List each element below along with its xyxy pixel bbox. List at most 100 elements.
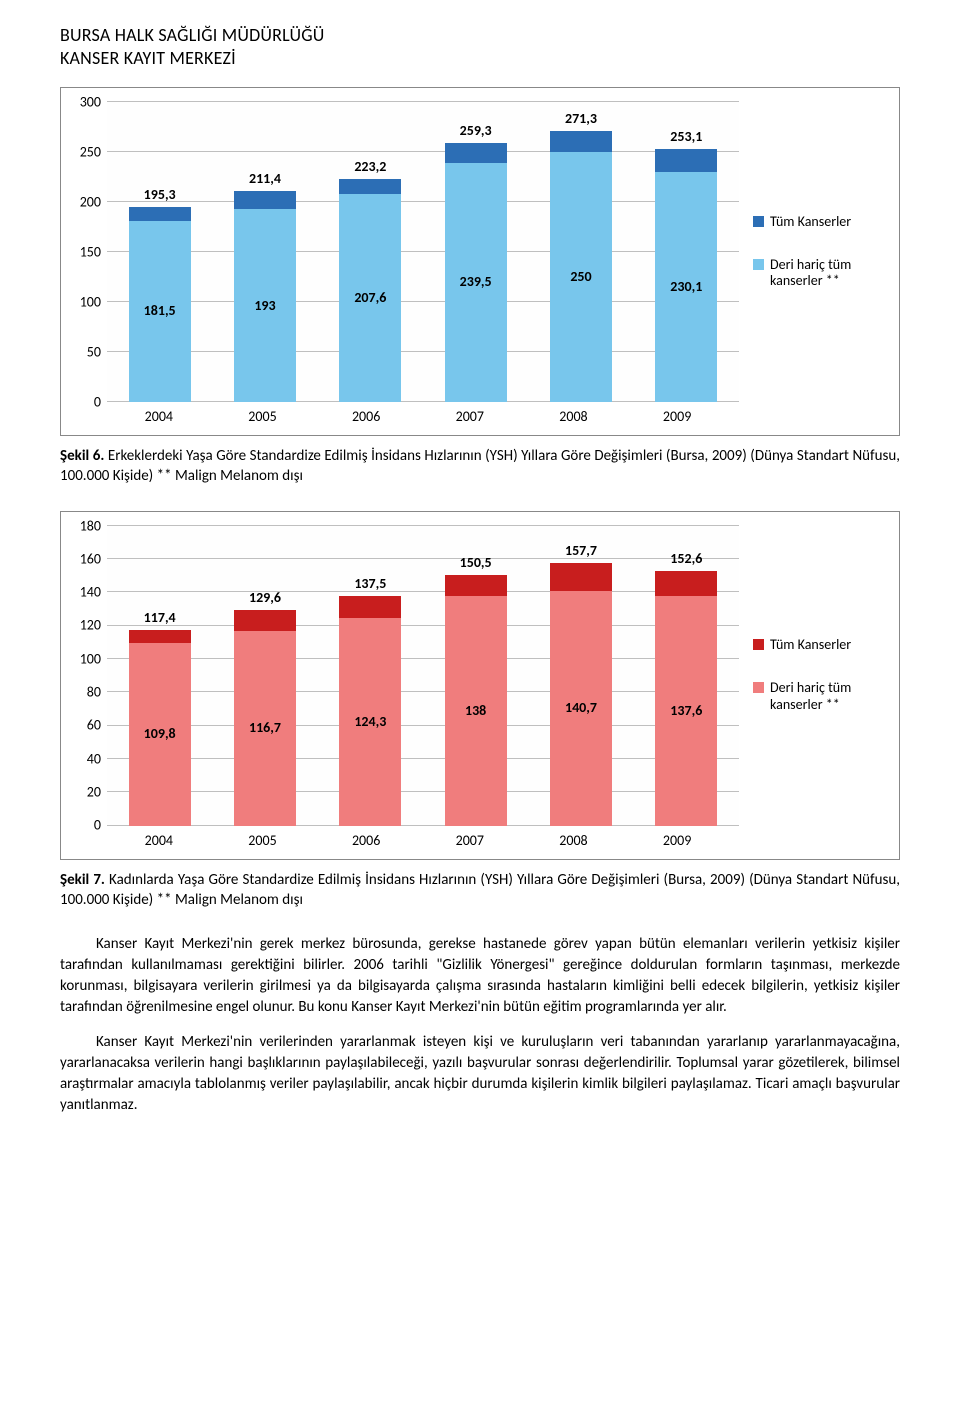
bar-group: 259,3239,5 <box>445 143 507 402</box>
bar-label-top: 253,1 <box>670 128 702 145</box>
bar-label-mid: 109,8 <box>144 725 176 742</box>
legend-label: Tüm Kanserler <box>770 214 851 231</box>
caption-1-label: Şekil 6. <box>60 447 104 465</box>
bar-segment-upper <box>129 630 191 643</box>
legend-item: Deri hariç tüm kanserler ** <box>753 680 889 714</box>
bar-label-top: 152,6 <box>670 550 702 567</box>
bar-segment-upper <box>339 596 401 618</box>
x-tick-label: 2006 <box>352 832 380 849</box>
bar-label-top: 150,5 <box>460 554 492 571</box>
bar-label-mid: 207,6 <box>354 289 386 306</box>
bar-label-top: 223,2 <box>354 158 386 175</box>
legend-swatch <box>753 682 764 693</box>
caption-2: Şekil 7. Kadınlarda Yaşa Göre Standardiz… <box>60 870 900 911</box>
y-tick-label: 80 <box>87 684 101 701</box>
bar-segment-upper <box>445 575 507 596</box>
bar-segment-upper <box>129 207 191 221</box>
bar-label-top: 129,6 <box>249 589 281 606</box>
y-tick-label: 100 <box>80 294 101 311</box>
x-tick-label: 2008 <box>559 832 587 849</box>
legend-swatch <box>753 639 764 650</box>
x-tick-label: 2009 <box>663 832 691 849</box>
bar-group: 117,4109,8 <box>129 630 191 826</box>
bar-group: 271,3250 <box>550 131 612 402</box>
chart-frame: 180160140120100806040200117,4109,8129,61… <box>60 511 900 860</box>
x-tick-label: 2005 <box>248 832 276 849</box>
bar-group: 223,2207,6 <box>339 179 401 402</box>
bar-group: 150,5138 <box>445 575 507 826</box>
x-tick-label: 2005 <box>248 408 276 425</box>
x-axis: 2004 2005 2006 2007 2008 2009 <box>71 826 889 851</box>
legend-item: Deri hariç tüm kanserler ** <box>753 257 889 291</box>
caption-2-label: Şekil 7. <box>60 871 105 889</box>
bar-label-top: 137,5 <box>354 575 386 592</box>
legend-label: Deri hariç tüm kanserler ** <box>770 257 889 291</box>
y-tick-label: 300 <box>80 94 101 111</box>
document-header: BURSA HALK SAĞLIĞI MÜDÜRLÜĞÜ KANSER KAYI… <box>60 24 900 69</box>
bar-label-mid: 239,5 <box>460 273 492 290</box>
chart-frame: 300250200150100500195,3181,5211,4193223,… <box>60 87 900 436</box>
bar-segment-upper <box>234 191 296 209</box>
y-tick-label: 0 <box>94 394 101 411</box>
bar-group: 253,1230,1 <box>655 149 717 402</box>
chart-1: 300250200150100500195,3181,5211,4193223,… <box>60 87 900 436</box>
bar-label-mid: 140,7 <box>565 699 597 716</box>
x-tick-label: 2009 <box>663 408 691 425</box>
y-axis: 180160140120100806040200 <box>71 526 107 826</box>
x-tick-label: 2004 <box>145 832 173 849</box>
bar-group: 137,5124,3 <box>339 596 401 825</box>
bar-label-mid: 124,3 <box>354 713 386 730</box>
y-tick-label: 160 <box>80 550 101 567</box>
caption-1: Şekil 6. Erkeklerdeki Yaşa Göre Standard… <box>60 446 900 487</box>
chart-2: 180160140120100806040200117,4109,8129,61… <box>60 511 900 860</box>
legend: Tüm Kanserler Deri hariç tüm kanserler ** <box>739 526 889 826</box>
y-tick-label: 180 <box>80 517 101 534</box>
bar-label-top: 195,3 <box>144 186 176 203</box>
bar-label-mid: 250 <box>570 268 591 285</box>
y-tick-label: 200 <box>80 194 101 211</box>
y-tick-label: 150 <box>80 244 101 261</box>
x-tick-label: 2004 <box>145 408 173 425</box>
bar-label-mid: 116,7 <box>249 719 281 736</box>
bar-label-mid: 193 <box>254 297 275 314</box>
bar-label-top: 211,4 <box>249 170 281 187</box>
bar-segment-upper <box>655 149 717 172</box>
y-tick-label: 20 <box>87 784 101 801</box>
bar-label-mid: 137,6 <box>670 702 702 719</box>
bar-group: 211,4193 <box>234 191 296 402</box>
bar-label-top: 117,4 <box>144 609 176 626</box>
legend-item: Tüm Kanserler <box>753 214 889 231</box>
header-line-1: BURSA HALK SAĞLIĞI MÜDÜRLÜĞÜ <box>60 24 900 47</box>
y-tick-label: 250 <box>80 144 101 161</box>
bar-segment-upper <box>550 563 612 591</box>
caption-2-text: Kadınlarda Yaşa Göre Standardize Edilmiş… <box>60 871 900 909</box>
legend-swatch <box>753 259 764 270</box>
y-tick-label: 60 <box>87 717 101 734</box>
legend-label: Deri hariç tüm kanserler ** <box>770 680 889 714</box>
y-tick-label: 120 <box>80 617 101 634</box>
bar-group: 157,7140,7 <box>550 563 612 826</box>
y-tick-label: 50 <box>87 344 101 361</box>
x-axis: 200420052006200720082009 <box>71 402 889 427</box>
bar-label-mid: 138 <box>465 702 486 719</box>
bar-group: 152,6137,6 <box>655 571 717 825</box>
bar-label-top: 259,3 <box>460 122 492 139</box>
y-tick-label: 100 <box>80 650 101 667</box>
bar-label-mid: 230,1 <box>670 278 702 295</box>
bar-segment-upper <box>550 131 612 152</box>
legend-label: Tüm Kanserler <box>770 637 851 654</box>
bar-group: 129,6116,7 <box>234 610 296 826</box>
body-para-1: Kanser Kayıt Merkezi'nin gerek merkez bü… <box>60 934 900 1018</box>
x-tick-label: 2007 <box>456 408 484 425</box>
bar-label-mid: 181,5 <box>144 302 176 319</box>
legend-item: Tüm Kanserler <box>753 637 889 654</box>
bar-group: 195,3181,5 <box>129 207 191 402</box>
x-tick-label: 2007 <box>456 832 484 849</box>
plot-area: 195,3181,5211,4193223,2207,6259,3239,527… <box>107 102 739 402</box>
y-axis: 300250200150100500 <box>71 102 107 402</box>
bar-label-top: 157,7 <box>565 542 597 559</box>
legend-swatch <box>753 216 764 227</box>
plot-area: 117,4109,8129,6116,7137,5124,3150,513815… <box>107 526 739 826</box>
bar-segment-upper <box>655 571 717 596</box>
caption-1-text: Erkeklerdeki Yaşa Göre Standardize Edilm… <box>60 447 900 485</box>
